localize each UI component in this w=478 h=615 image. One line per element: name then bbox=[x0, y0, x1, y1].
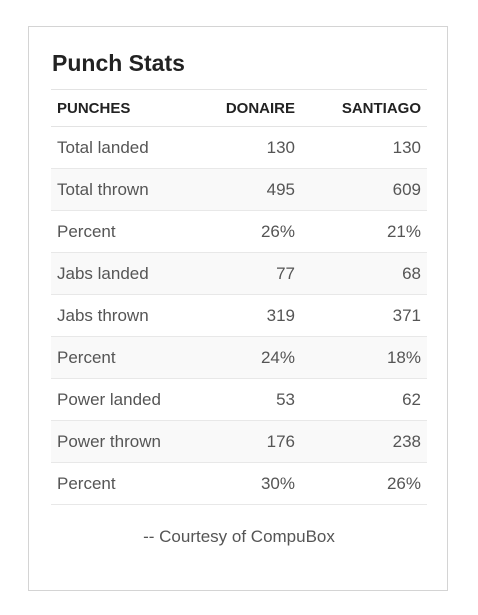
row-label: Percent bbox=[51, 462, 201, 505]
row-label: Power landed bbox=[51, 378, 201, 421]
courtesy-note: -- Courtesy of CompuBox bbox=[143, 527, 335, 546]
santiago-value: 21% bbox=[301, 210, 427, 253]
row-label: Percent bbox=[51, 336, 201, 379]
row-label: Percent bbox=[51, 210, 201, 253]
table-row: Total thrown 495 609 bbox=[51, 168, 427, 211]
punch-stats-table: PUNCHES DONAIRE SANTIAGO Total landed 13… bbox=[51, 89, 427, 505]
santiago-value: 371 bbox=[301, 294, 427, 337]
santiago-value: 62 bbox=[301, 378, 427, 421]
table-body: Total landed 130 130 Total thrown 495 60… bbox=[51, 126, 427, 505]
row-label: Total thrown bbox=[51, 168, 201, 211]
table-row: Jabs landed 77 68 bbox=[51, 252, 427, 295]
santiago-value: 130 bbox=[301, 126, 427, 169]
santiago-value: 18% bbox=[301, 336, 427, 379]
column-header-punches: PUNCHES bbox=[51, 89, 201, 127]
table-header: PUNCHES DONAIRE SANTIAGO bbox=[51, 89, 427, 127]
donaire-value: 30% bbox=[201, 462, 301, 505]
table-row: Percent 24% 18% bbox=[51, 336, 427, 379]
donaire-value: 495 bbox=[201, 168, 301, 211]
row-label: Power thrown bbox=[51, 420, 201, 463]
column-header-donaire: DONAIRE bbox=[201, 89, 301, 127]
row-label: Jabs thrown bbox=[51, 294, 201, 337]
row-label: Total landed bbox=[51, 126, 201, 169]
table-row: Jabs thrown 319 371 bbox=[51, 294, 427, 337]
donaire-value: 130 bbox=[201, 126, 301, 169]
santiago-value: 238 bbox=[301, 420, 427, 463]
table-row: Total landed 130 130 bbox=[51, 126, 427, 169]
row-label: Jabs landed bbox=[51, 252, 201, 295]
santiago-value: 26% bbox=[301, 462, 427, 505]
donaire-value: 53 bbox=[201, 378, 301, 421]
donaire-value: 26% bbox=[201, 210, 301, 253]
santiago-value: 609 bbox=[301, 168, 427, 211]
table-row: Power thrown 176 238 bbox=[51, 420, 427, 463]
table-row: Power landed 53 62 bbox=[51, 378, 427, 421]
punch-stats-card: Punch Stats PUNCHES DONAIRE SANTIAGO Tot… bbox=[28, 26, 448, 591]
donaire-value: 176 bbox=[201, 420, 301, 463]
table-row: Percent 26% 21% bbox=[51, 210, 427, 253]
santiago-value: 68 bbox=[301, 252, 427, 295]
donaire-value: 24% bbox=[201, 336, 301, 379]
header-row: PUNCHES DONAIRE SANTIAGO bbox=[51, 89, 427, 127]
column-header-santiago: SANTIAGO bbox=[301, 89, 427, 127]
table-row: Percent 30% 26% bbox=[51, 462, 427, 505]
donaire-value: 319 bbox=[201, 294, 301, 337]
card-title: Punch Stats bbox=[52, 50, 185, 76]
donaire-value: 77 bbox=[201, 252, 301, 295]
